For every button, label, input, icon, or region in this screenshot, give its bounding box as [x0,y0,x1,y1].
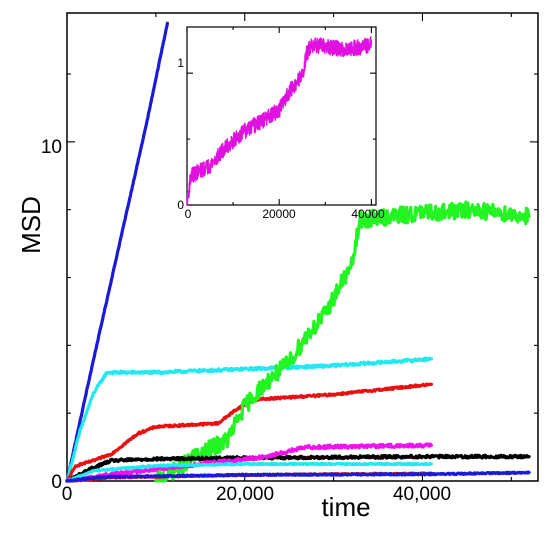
series-line-1 [65,21,169,483]
inset-y-tick-label-1: 1 [177,56,184,70]
main-plot-area: 0 20,000 40,000 0 10 time MSD [16,12,539,522]
inset-x-tick-label-20000: 20000 [262,207,296,221]
y-axis-title: MSD [16,196,46,254]
series-line-4 [154,200,531,483]
x-tick-label-0: 0 [62,484,73,505]
x-tick-label-40000: 40,000 [393,484,451,505]
inset-y-tick-label-0: 0 [177,198,184,212]
series-line-9 [65,470,531,483]
series-line-5 [65,453,531,483]
series-line-7 [65,461,433,483]
inset-series-line-1 [186,36,373,206]
y-tick-label-10: 10 [41,137,62,158]
main-plot-frame [66,12,539,482]
inset-axis-ticks [186,27,376,206]
main-series-group [65,21,531,483]
inset-x-tick-label-40000: 40000 [351,207,385,221]
inset-series-group [186,36,373,206]
x-axis-title: time [321,492,370,522]
x-tick-label-20000: 20,000 [216,484,274,505]
inset-plot-frame [186,26,377,206]
inset-plot-area: 0 20000 40000 0 1 [177,26,385,221]
y-tick-label-0: 0 [51,472,62,493]
inset-x-tick-label-0: 0 [185,207,192,221]
series-line-2 [65,356,433,483]
series-line-6 [65,442,433,483]
